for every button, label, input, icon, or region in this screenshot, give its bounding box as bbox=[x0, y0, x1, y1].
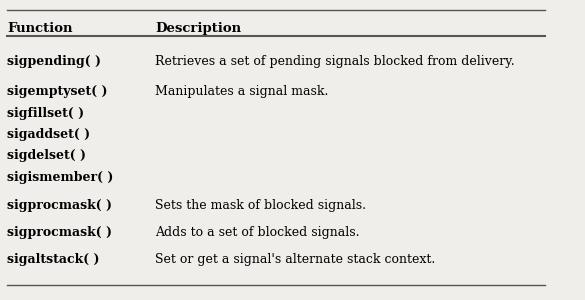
Text: Retrieves a set of pending signals blocked from delivery.: Retrieves a set of pending signals block… bbox=[155, 55, 515, 68]
Text: Sets the mask of blocked signals.: Sets the mask of blocked signals. bbox=[155, 199, 366, 212]
Text: sigemptyset( ): sigemptyset( ) bbox=[7, 85, 108, 98]
Text: sigismember( ): sigismember( ) bbox=[7, 171, 113, 184]
Text: sigaltstack( ): sigaltstack( ) bbox=[7, 253, 99, 266]
Text: sigpending( ): sigpending( ) bbox=[7, 55, 101, 68]
Text: Description: Description bbox=[155, 22, 241, 35]
Text: sigdelset( ): sigdelset( ) bbox=[7, 149, 86, 162]
Text: Function: Function bbox=[7, 22, 73, 35]
Text: Set or get a signal's alternate stack context.: Set or get a signal's alternate stack co… bbox=[155, 253, 435, 266]
Text: Manipulates a signal mask.: Manipulates a signal mask. bbox=[155, 85, 329, 98]
Text: sigaddset( ): sigaddset( ) bbox=[7, 128, 90, 141]
Text: Adds to a set of blocked signals.: Adds to a set of blocked signals. bbox=[155, 226, 360, 239]
Text: sigprocmask( ): sigprocmask( ) bbox=[7, 199, 112, 212]
Text: sigfillset( ): sigfillset( ) bbox=[7, 107, 84, 120]
Text: sigprocmask( ): sigprocmask( ) bbox=[7, 226, 112, 239]
